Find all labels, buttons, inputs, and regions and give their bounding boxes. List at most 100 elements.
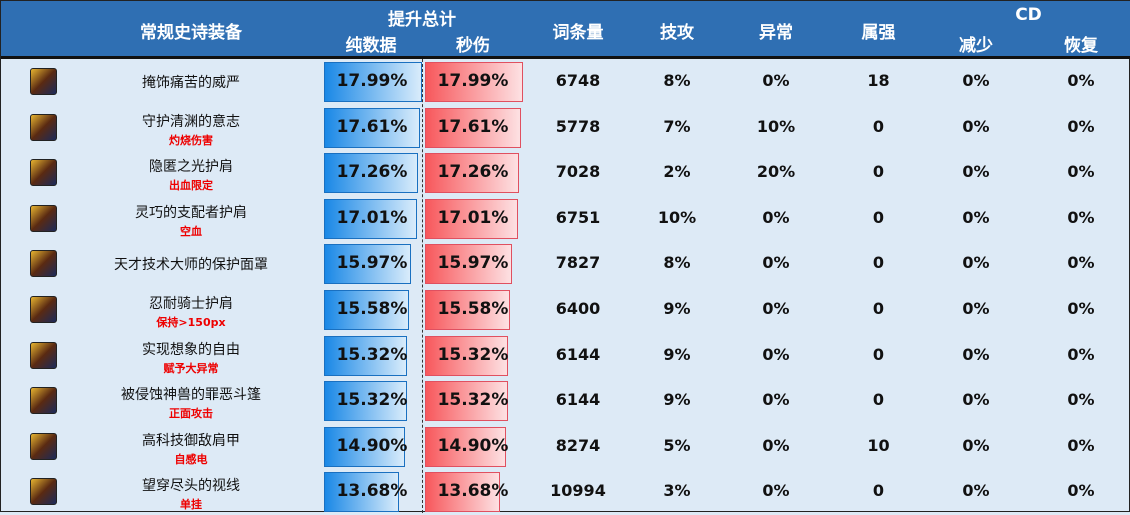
pure-bar (324, 153, 418, 194)
dps-value: 15.97% (437, 253, 509, 274)
affix-count: 6144 (555, 390, 601, 410)
table-row[interactable]: 掩饰痛苦的威严 17.99% 17.99% 6748 8% 0% 18 0% 0… (1, 59, 1130, 105)
pure-bar (324, 244, 411, 285)
equipment-name: 被侵蚀神兽的罪恶斗篷 (121, 387, 261, 404)
table-row[interactable]: 望穿尽头的视线 单挂 13.68% 13.68% 10994 3% 0% 0 0… (1, 469, 1130, 515)
dps-value: 13.68% (437, 481, 509, 502)
tech-value: 5% (663, 435, 691, 455)
pure-value: 15.58% (336, 299, 408, 319)
header-cd: CD (1015, 5, 1042, 25)
attr-value: 0 (872, 162, 885, 182)
cd-reduce-value: 0% (962, 162, 990, 182)
cd-recover-value: 0% (1067, 390, 1095, 410)
tech-value: 10% (657, 207, 697, 227)
equipment-icon (30, 68, 57, 95)
table-row[interactable]: 实现想象的自由 赋予大异常 15.32% 15.32% 6144 9% 0% 0… (1, 333, 1130, 379)
equipment-icon (30, 341, 57, 369)
affix-count: 5778 (555, 116, 601, 136)
pure-value: 15.32% (336, 390, 408, 411)
equipment-name: 灵巧的支配者护肩 (135, 204, 247, 221)
affix-count: 6751 (555, 207, 601, 227)
equipment-icon (30, 432, 57, 460)
abnormal-value: 0% (762, 71, 790, 90)
pure-value: 17.01% (336, 207, 408, 228)
header-tech: 技攻 (660, 23, 694, 43)
equipment-tag: 赋予大异常 (163, 361, 219, 375)
cd-reduce-value: 0% (962, 299, 990, 318)
tech-value: 7% (663, 116, 691, 136)
abnormal-value: 0% (762, 435, 790, 455)
cd-recover-value: 0% (1067, 299, 1095, 318)
pure-bar (324, 472, 399, 513)
header-attr: 属强 (861, 23, 896, 43)
abnormal-value: 0% (762, 253, 790, 273)
dps-bar (425, 153, 519, 194)
dps-value: 17.26% (437, 162, 509, 183)
equipment-icon (30, 250, 57, 278)
dps-bar (425, 472, 500, 513)
table-row[interactable]: 被侵蚀神兽的罪恶斗篷 正面攻击 15.32% 15.32% 6144 9% 0%… (1, 378, 1130, 424)
dps-bar (425, 107, 521, 148)
header-pure: 纯数据 (345, 36, 397, 56)
cd-recover-value: 0% (1067, 481, 1095, 501)
equipment-tag: 自感电 (174, 452, 208, 466)
equipment-tag: 保持>150px (156, 316, 226, 329)
equipment-icon (30, 387, 57, 415)
cd-reduce-value: 0% (962, 344, 990, 364)
cd-recover-value: 0% (1067, 71, 1095, 90)
cd-reduce-value: 0% (962, 435, 990, 455)
dps-bar (425, 381, 508, 422)
equipment-tag: 正面攻击 (169, 407, 213, 421)
table-row[interactable]: 忍耐骑士护肩 保持>150px 15.58% 15.58% 6400 9% 0%… (1, 287, 1130, 333)
table-row[interactable]: 天才技术大师的保护面罩 15.97% 15.97% 7827 8% 0% 0 0… (1, 241, 1130, 287)
affix-count: 10994 (550, 481, 606, 501)
tech-value: 2% (663, 162, 691, 182)
abnormal-value: 0% (762, 344, 790, 364)
dps-value: 17.99% (437, 71, 509, 91)
abnormal-value: 0% (762, 207, 790, 227)
header-cd-reduce: 减少 (959, 36, 993, 56)
pure-value: 17.61% (336, 116, 408, 137)
dps-bar (425, 62, 523, 102)
affix-count: 6144 (555, 344, 601, 364)
tech-value: 9% (663, 344, 691, 364)
dps-bar (425, 198, 518, 239)
tech-value: 8% (663, 253, 691, 273)
cd-reduce-value: 0% (962, 71, 990, 90)
header-cd-recover: 恢复 (1064, 36, 1098, 56)
pure-bar (324, 335, 407, 376)
attr-value: 0 (872, 207, 885, 227)
equipment-tag: 灼烧伤害 (169, 133, 213, 147)
abnormal-value: 0% (762, 481, 790, 501)
tech-value: 8% (663, 71, 691, 90)
tech-value: 9% (663, 390, 691, 410)
affix-count: 6748 (555, 71, 601, 90)
abnormal-value: 0% (762, 390, 790, 410)
table-row[interactable]: 高科技御敌肩甲 自感电 14.90% 14.90% 8274 5% 0% 10 … (1, 424, 1130, 470)
column-divider (422, 59, 423, 513)
tech-value: 3% (663, 481, 691, 501)
cd-reduce-value: 0% (962, 390, 990, 410)
dps-value: 15.58% (437, 299, 509, 319)
table-row[interactable]: 守护清渊的意志 灼烧伤害 17.61% 17.61% 5778 7% 10% 0… (1, 105, 1130, 151)
affix-count: 8274 (555, 435, 601, 455)
pure-value: 15.32% (336, 344, 408, 365)
affix-count: 7028 (555, 162, 601, 182)
cd-recover-value: 0% (1067, 435, 1095, 455)
attr-value: 0 (872, 390, 885, 410)
equipment-name: 天才技术大师的保护面罩 (114, 257, 268, 274)
equipment-name: 忍耐骑士护肩 (149, 296, 233, 312)
equipment-icon (30, 113, 57, 141)
affix-count: 6400 (555, 299, 601, 318)
cd-reduce-value: 0% (962, 207, 990, 227)
cd-reduce-value: 0% (962, 481, 990, 501)
header-abnormal: 异常 (759, 23, 793, 43)
pure-value: 13.68% (336, 481, 408, 502)
table-row[interactable]: 隐匿之光护肩 出血限定 17.26% 17.26% 7028 2% 20% 0 … (1, 150, 1130, 196)
table-row[interactable]: 灵巧的支配者护肩 空血 17.01% 17.01% 6751 10% 0% 0 … (1, 196, 1130, 242)
dps-value: 14.90% (437, 435, 509, 456)
equipment-icon (30, 296, 57, 323)
pure-value: 15.97% (336, 253, 408, 274)
equipment-name: 高科技御敌肩甲 (142, 432, 240, 449)
cd-recover-value: 0% (1067, 116, 1095, 136)
